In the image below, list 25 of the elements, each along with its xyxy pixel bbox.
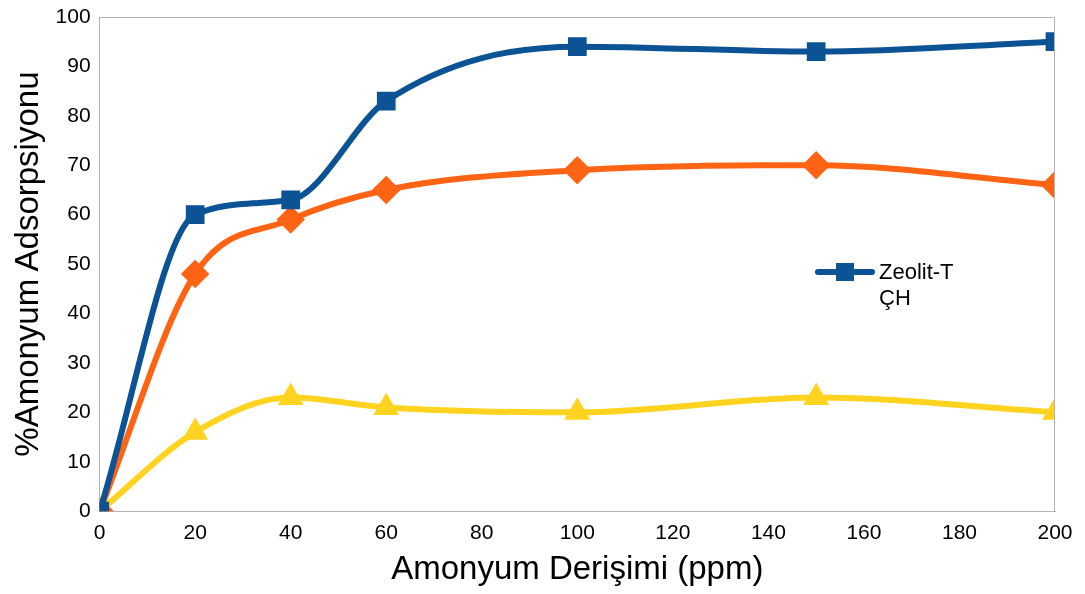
x-tick-label: 80 [470,519,494,543]
y-tick-label: 10 [67,448,91,472]
x-tick-label: 140 [750,519,786,543]
x-tick-label: 40 [279,519,303,543]
y-tick-label: 70 [67,152,91,176]
x-tick-label: 0 [93,519,106,543]
x-axis-title: Amonyum Derişimi (ppm) [391,549,764,587]
y-tick-label: 20 [67,399,91,423]
y-tick-label: 60 [67,201,91,225]
y-axis-title: %Amonyum Adsorpsiyonu [7,71,45,457]
y-tick-label: 50 [67,250,91,274]
x-tick-label: 200 [1037,519,1073,543]
legend-label: Zeolit-TÇH [879,259,955,312]
x-tick-label: 180 [941,519,977,543]
x-tick-label: 20 [183,519,207,543]
x-tick-label: 60 [374,519,398,543]
y-tick-label: 40 [67,300,91,324]
x-tick-label: 160 [846,519,882,543]
y-tick-label: 90 [67,53,91,77]
x-tick-label: 100 [559,519,595,543]
y-tick-label: 100 [55,3,91,27]
x-tick-label: 120 [655,519,691,543]
y-tick-label: 80 [67,102,91,126]
y-tick-label: 0 [78,498,91,521]
y-tick-label: 30 [67,349,91,373]
